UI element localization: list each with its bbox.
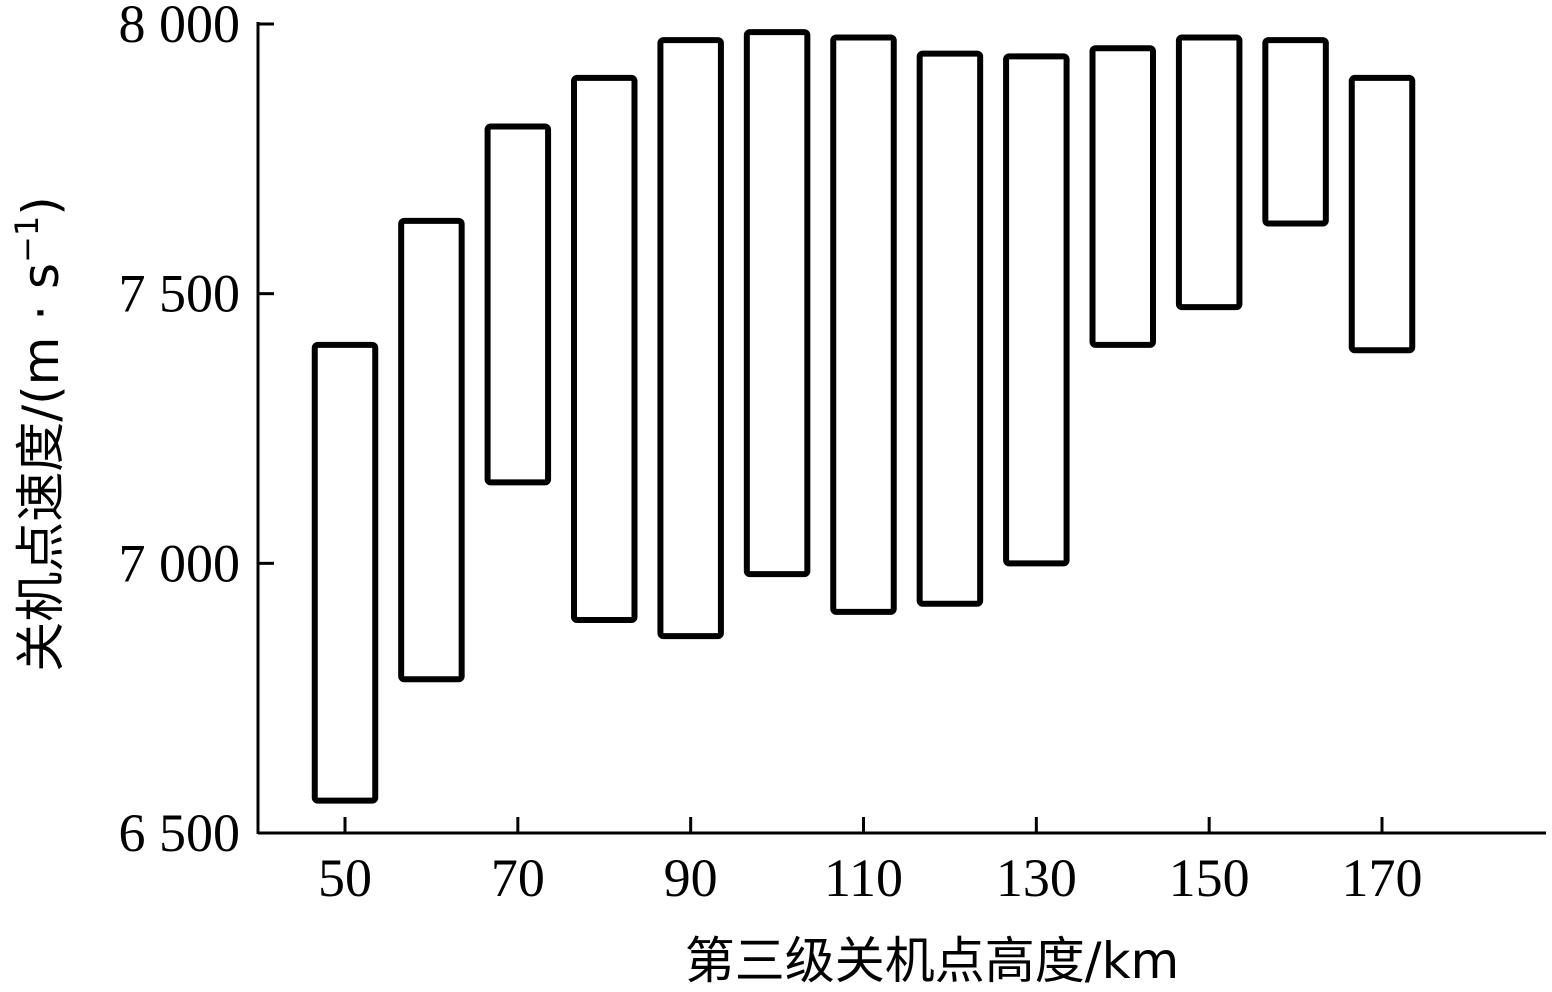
y-axis-title-main: 关机点速度/(m · s: [12, 263, 70, 672]
y-tick-label: 8 000: [119, 0, 241, 54]
range-bar-140: [1089, 45, 1156, 348]
x-tick-label: 90: [664, 848, 718, 908]
range-bar-90: [657, 37, 724, 640]
axes: [256, 22, 1546, 835]
x-tick-label: 170: [1342, 848, 1423, 908]
x-tick-label: 150: [1169, 848, 1250, 908]
y-axis-title: 关机点速度/(m · s−1): [8, 196, 70, 671]
range-bar-80: [571, 74, 638, 623]
x-tick-label: 70: [491, 848, 545, 908]
x-tick-label: 50: [318, 848, 372, 908]
range-bar-70: [484, 123, 552, 486]
y-tick-label: 7 000: [119, 533, 241, 593]
y-axis-title-close: ): [12, 196, 70, 216]
range-bar-150: [1175, 34, 1243, 311]
y-tick-label: 6 500: [119, 803, 241, 863]
x-tick-label: 110: [824, 848, 903, 908]
range-bar-120: [916, 50, 984, 607]
range-bar-160: [1262, 37, 1329, 227]
range-bar-130: [1003, 53, 1070, 567]
range-bar-60: [398, 217, 465, 683]
range-bar-110: [830, 34, 897, 615]
x-ticks: 50 70 90 110 130 150 170: [318, 817, 1423, 908]
range-bar-100: [743, 29, 811, 578]
x-tick-label: 130: [996, 848, 1077, 908]
x-axis-title: 第三级关机点高度/km: [685, 932, 1180, 990]
range-bar-50: [311, 341, 379, 804]
y-axis-title-sup: −1: [8, 216, 46, 263]
bars: [311, 29, 1416, 804]
y-ticks: 6 500 7 000 7 500 8 000: [119, 0, 274, 863]
range-bar-170: [1348, 74, 1416, 354]
y-tick-label: 7 500: [119, 264, 241, 324]
